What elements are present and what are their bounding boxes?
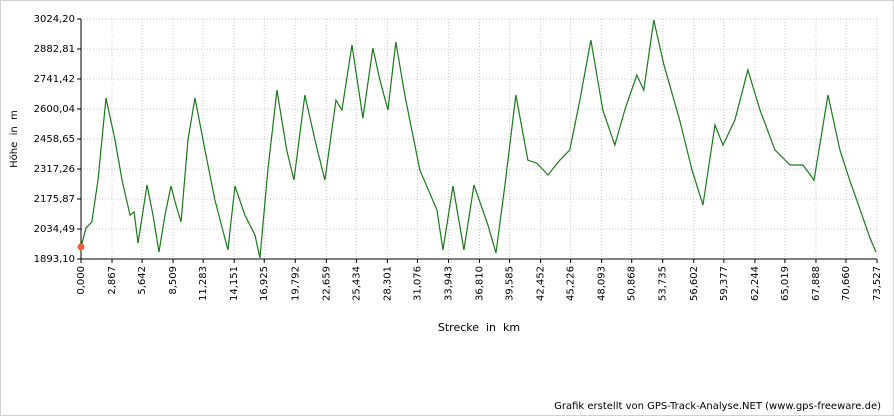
x-tick-label: 36,810 <box>475 266 486 301</box>
x-tick-label: 19,792 <box>290 266 301 301</box>
x-tick-label: 0,000 <box>76 266 87 295</box>
x-tick-label: 16,925 <box>259 266 270 301</box>
x-tick-label: 45,226 <box>566 266 577 301</box>
x-tick-label: 25,434 <box>351 266 362 301</box>
y-tick-label: 2458,65 <box>34 134 75 145</box>
x-tick-label: 11,283 <box>198 266 209 301</box>
x-tick-label: 48,093 <box>597 266 608 301</box>
x-tick-label: 14,151 <box>229 266 240 301</box>
x-tick-label: 39,585 <box>505 266 516 301</box>
y-axis-title: Höhe in m <box>9 110 20 168</box>
y-tick-label: 2600,04 <box>34 104 75 115</box>
y-tick-label: 2317,26 <box>34 164 75 175</box>
elevation-line <box>80 19 877 259</box>
x-tick-label: 56,602 <box>689 266 700 301</box>
x-axis-title: Strecke in km <box>438 321 520 334</box>
x-tick-label: 67,888 <box>811 266 822 301</box>
x-tick-label: 73,527 <box>872 266 883 301</box>
x-tick-label: 59,377 <box>719 266 730 301</box>
start-marker <box>77 243 85 251</box>
x-tick-label: 8,509 <box>168 266 179 295</box>
x-tick-label: 33,943 <box>443 266 454 301</box>
y-tick-label: 3024,20 <box>34 14 75 25</box>
x-tick-label: 70,660 <box>841 266 852 301</box>
x-tick-label: 53,735 <box>658 266 669 301</box>
y-tick-label: 2175,87 <box>34 194 75 205</box>
x-tick-label: 22,659 <box>321 266 332 301</box>
x-tick-label: 5,642 <box>137 266 148 295</box>
y-tick-label: 1893,10 <box>34 254 75 265</box>
x-tick-label: 65,019 <box>780 266 791 301</box>
x-tick-label: 28,301 <box>382 266 393 301</box>
x-tick-label: 62,244 <box>750 266 761 301</box>
y-tick-label: 2882,81 <box>34 44 75 55</box>
y-tick-label: 2034,49 <box>34 224 75 235</box>
x-tick-label: 50,868 <box>627 266 638 301</box>
footer: Grafik erstellt von GPS-Track-Analyse.NE… <box>554 401 881 412</box>
y-tick-label: 2741,42 <box>34 74 75 85</box>
x-tick-label: 2,867 <box>107 266 118 295</box>
x-tick-label: 31,076 <box>412 266 423 301</box>
x-tick-label: 42,452 <box>536 266 547 301</box>
